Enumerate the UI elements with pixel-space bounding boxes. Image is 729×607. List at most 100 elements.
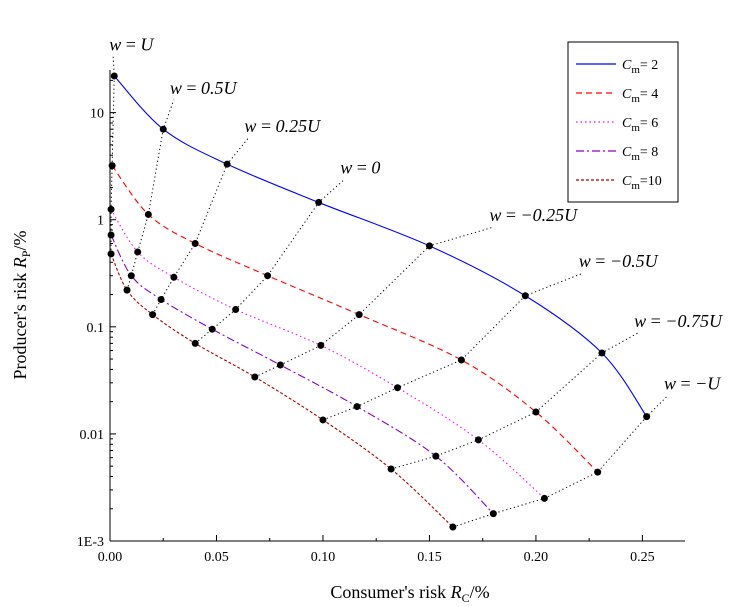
annotation-lhs: w: [579, 251, 591, 271]
x-tick-label: 0.25: [630, 550, 655, 565]
x-axis-title-prefix: Consumer's risk: [330, 582, 450, 602]
data-point: [110, 72, 118, 80]
data-point: [264, 272, 272, 280]
annotation-op: =: [352, 158, 371, 178]
data-point: [232, 306, 240, 314]
legend-var: C: [622, 116, 632, 131]
iso-w-line: [452, 395, 669, 528]
data-point: [107, 250, 115, 258]
annotation-label: w = 0.25U: [244, 116, 321, 136]
x-tick-label: 0.05: [204, 550, 229, 565]
annotation-lhs: w: [170, 78, 182, 98]
annotation-op: =: [646, 311, 665, 331]
legend-entry: Cm= 8: [622, 145, 658, 163]
legend-sub: m: [631, 122, 640, 134]
y-tick-label: 0.1: [87, 321, 105, 336]
x-axis-title: Consumer's risk RC/%: [330, 582, 489, 605]
axis-ticks: 0.00 0.05 0.10 0.15 0.20 0.25 1E-3 0.01 0.1 1 10: [77, 79, 655, 565]
legend-sub: m: [631, 64, 640, 76]
annotation-op: =: [182, 78, 201, 98]
y-axis-title-sub: P: [19, 250, 33, 257]
legend-eq: = 4: [640, 87, 658, 102]
data-point: [540, 494, 548, 502]
data-point: [598, 349, 606, 357]
data-point: [521, 292, 529, 300]
annotation-label: w = −0.25U: [489, 205, 578, 225]
x-axis-title-suffix: /%: [470, 582, 490, 602]
legend-entry: Cm=10: [622, 174, 662, 192]
series-lines: [110, 75, 648, 528]
data-point: [134, 248, 142, 256]
data-point: [355, 311, 363, 319]
annotation-label: w = 0.5U: [170, 78, 238, 98]
legend-var: C: [622, 58, 632, 73]
annotation-op: =: [501, 205, 520, 225]
y-tick-label: 1: [97, 214, 104, 229]
data-point: [594, 468, 602, 476]
legend-eq: = 2: [640, 58, 658, 73]
annotation-label: w = −0.75U: [634, 311, 723, 331]
x-axis-title-sub: C: [462, 591, 470, 605]
data-point: [208, 325, 216, 333]
data-point: [319, 416, 327, 424]
data-point: [123, 286, 131, 294]
annotation-rhs: −U: [695, 373, 721, 393]
data-point: [191, 239, 199, 247]
legend-sub: m: [631, 180, 640, 192]
annotation-lhs: w: [244, 116, 256, 136]
y-axis-title-suffix: /%: [10, 231, 30, 251]
iso-w-line: [322, 272, 583, 421]
series-line: [110, 209, 545, 499]
series-line: [110, 234, 494, 515]
annotation-lhs: w: [489, 205, 501, 225]
data-point: [144, 210, 152, 218]
y-axis-title: Producer's risk RP/%: [10, 231, 33, 380]
annotation-op: =: [121, 35, 140, 55]
data-point: [432, 452, 440, 460]
annotation-label: w = −U: [664, 373, 721, 393]
data-point: [457, 356, 465, 364]
legend: Cm= 2Cm= 4Cm= 6Cm= 8Cm=10: [567, 41, 679, 203]
legend-var: C: [622, 174, 632, 189]
data-point: [149, 311, 157, 319]
annotation-label: w = 0: [340, 158, 380, 178]
legend-entry: Cm= 6: [622, 116, 658, 134]
data-point: [353, 403, 361, 411]
data-point: [223, 160, 231, 168]
data-point: [127, 272, 135, 280]
data-point: [643, 413, 651, 421]
x-tick-label: 0.20: [524, 550, 549, 565]
data-point: [157, 295, 165, 303]
annotation-lhs: w: [634, 311, 646, 331]
data-point: [532, 408, 540, 416]
annotation-op: =: [591, 251, 610, 271]
iso-w-line: [254, 226, 494, 378]
data-point: [191, 339, 199, 347]
annotation-rhs: 0.5U: [201, 78, 238, 98]
data-point: [317, 341, 325, 349]
y-tick-label: 0.01: [80, 428, 105, 443]
legend-entry: Cm= 2: [622, 58, 658, 76]
data-point: [449, 523, 457, 531]
y-axis-title-prefix: Producer's risk: [10, 268, 30, 379]
y-tick-label: 1E-3: [77, 535, 104, 550]
data-point: [387, 465, 395, 473]
annotation-lhs: w: [109, 35, 121, 55]
iso-w-line: [126, 99, 175, 291]
annotation-rhs: 0.25U: [276, 116, 322, 136]
legend-eq: = 6: [640, 116, 658, 131]
annotation-op: =: [256, 116, 275, 136]
legend-var: C: [622, 87, 632, 102]
series-line: [113, 75, 648, 417]
annotation-op: =: [676, 373, 695, 393]
data-point: [108, 162, 116, 170]
x-tick-label: 0.15: [417, 550, 442, 565]
data-point: [107, 231, 115, 239]
annotation-rhs: 0: [371, 158, 380, 178]
data-point: [315, 198, 323, 206]
y-tick-label: 10: [90, 107, 104, 122]
legend-sub: m: [631, 151, 640, 163]
x-tick-label: 0.00: [98, 550, 123, 565]
